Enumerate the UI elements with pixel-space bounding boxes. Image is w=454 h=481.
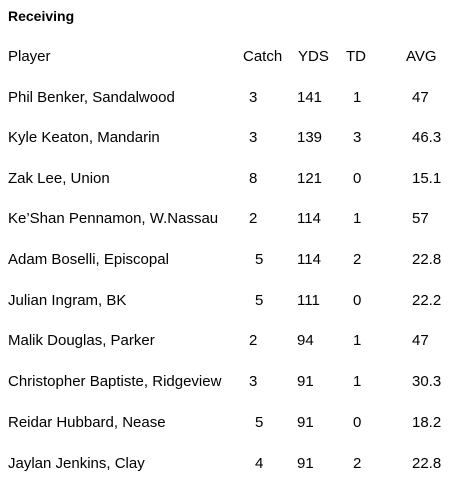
catch-cell: 2 — [249, 210, 258, 227]
catch-cell: 4 — [255, 455, 264, 472]
player-cell: Reidar Hubbard, Nease — [8, 414, 166, 431]
table-row: Christopher Baptiste, Ridgeview 3 91 1 3… — [0, 373, 454, 395]
catch-cell: 3 — [249, 373, 258, 390]
player-cell: Adam Boselli, Episcopal — [8, 251, 169, 268]
section-title: Receiving — [8, 8, 75, 24]
header-player: Player — [8, 48, 51, 65]
table-row: Malik Douglas, Parker 2 94 1 47 — [0, 332, 454, 354]
td-cell: 2 — [353, 455, 362, 472]
catch-cell: 3 — [249, 129, 258, 146]
player-cell: Julian Ingram, BK — [8, 292, 127, 309]
yds-cell: 94 — [297, 332, 314, 349]
avg-cell: 30.3 — [412, 373, 442, 390]
catch-cell: 5 — [255, 292, 264, 309]
avg-cell: 22.8 — [412, 251, 442, 268]
table-row: Ke’Shan Pennamon, W.Nassau 2 114 1 57 — [0, 210, 454, 232]
td-cell: 2 — [353, 251, 362, 268]
td-cell: 3 — [353, 129, 362, 146]
catch-cell: 2 — [249, 332, 258, 349]
catch-cell: 5 — [255, 414, 264, 431]
table-header-row: Player Catch YDS TD AVG — [0, 48, 454, 70]
yds-cell: 91 — [297, 455, 314, 472]
avg-cell: 18.2 — [412, 414, 442, 431]
td-cell: 0 — [353, 414, 362, 431]
player-cell: Zak Lee, Union — [8, 170, 110, 187]
td-cell: 1 — [353, 210, 362, 227]
td-cell: 1 — [353, 373, 362, 390]
yds-cell: 91 — [297, 373, 314, 390]
player-cell: Ke’Shan Pennamon, W.Nassau — [8, 210, 219, 227]
table-row: Phil Benker, Sandalwood 3 141 1 47 — [0, 89, 454, 111]
catch-cell: 8 — [249, 170, 258, 187]
player-cell: Christopher Baptiste, Ridgeview — [8, 373, 222, 390]
player-cell: Jaylan Jenkins, Clay — [8, 455, 145, 472]
table-row: Zak Lee, Union 8 121 0 15.1 — [0, 170, 454, 192]
yds-cell: 91 — [297, 414, 314, 431]
avg-cell: 57 — [412, 210, 429, 227]
table-row: Reidar Hubbard, Nease 5 91 0 18.2 — [0, 414, 454, 436]
table-row: Julian Ingram, BK 5 111 0 22.2 — [0, 292, 454, 314]
yds-cell: 139 — [297, 129, 323, 146]
yds-cell: 111 — [297, 292, 320, 309]
header-avg: AVG — [406, 48, 437, 65]
catch-cell: 3 — [249, 89, 258, 106]
catch-cell: 5 — [255, 251, 264, 268]
player-cell: Kyle Keaton, Mandarin — [8, 129, 160, 146]
player-cell: Phil Benker, Sandalwood — [8, 89, 175, 106]
td-cell: 1 — [353, 332, 362, 349]
player-cell: Malik Douglas, Parker — [8, 332, 155, 349]
header-yds: YDS — [298, 48, 329, 65]
header-catch: Catch — [243, 48, 283, 65]
avg-cell: 15.1 — [412, 170, 442, 187]
yds-cell: 121 — [297, 170, 323, 187]
table-row: Kyle Keaton, Mandarin 3 139 3 46.3 — [0, 129, 454, 151]
avg-cell: 46.3 — [412, 129, 442, 146]
td-cell: 0 — [353, 292, 362, 309]
header-td: TD — [346, 48, 366, 65]
td-cell: 1 — [353, 89, 362, 106]
avg-cell: 22.2 — [412, 292, 442, 309]
yds-cell: 114 — [297, 210, 321, 227]
yds-cell: 141 — [297, 89, 323, 106]
table-row: Adam Boselli, Episcopal 5 114 2 22.8 — [0, 251, 454, 273]
td-cell: 0 — [353, 170, 362, 187]
avg-cell: 47 — [412, 89, 429, 106]
table-row: Jaylan Jenkins, Clay 4 91 2 22.8 — [0, 455, 454, 477]
avg-cell: 22.8 — [412, 455, 442, 472]
yds-cell: 114 — [297, 251, 321, 268]
avg-cell: 47 — [412, 332, 429, 349]
